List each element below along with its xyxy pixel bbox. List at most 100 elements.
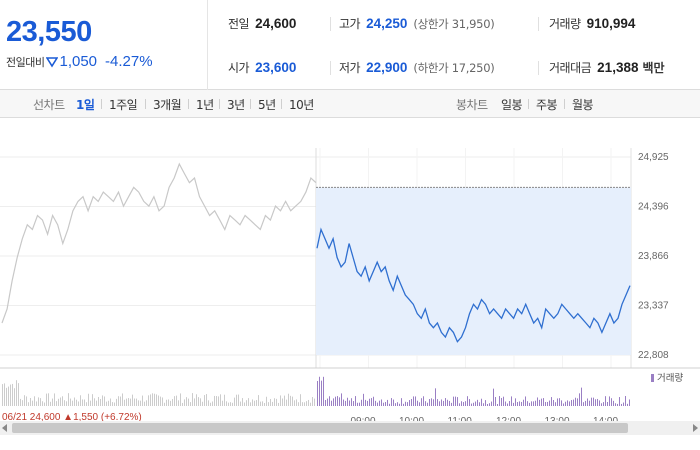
- chart-scrollbar[interactable]: [0, 421, 700, 435]
- volume-bar: [603, 402, 604, 406]
- period-3y[interactable]: 3년: [227, 98, 245, 112]
- volume-bar: [515, 398, 516, 406]
- volume-bar: [589, 400, 590, 406]
- volume-bar: [379, 400, 380, 406]
- volume-bar: [130, 398, 131, 406]
- volume-bar: [557, 398, 558, 406]
- volume-bar: [256, 400, 257, 406]
- volume-bar: [56, 401, 57, 406]
- volume-bar: [262, 401, 263, 406]
- volume-bar: [611, 398, 612, 406]
- volume-bar: [433, 399, 434, 406]
- y-tick-label: 24,925: [638, 152, 669, 163]
- volume-bar: [44, 402, 45, 406]
- volume-bar: [351, 398, 352, 406]
- volume-bar: [284, 395, 285, 406]
- volume-bar: [459, 403, 460, 406]
- volume-bar: [152, 393, 153, 406]
- period-5y[interactable]: 5년: [258, 98, 276, 112]
- period-1d[interactable]: 1일: [76, 98, 95, 112]
- volume-bar: [170, 400, 171, 406]
- volume-bar: [290, 395, 291, 406]
- volume-bar: [172, 399, 173, 406]
- volume-bar: [200, 398, 201, 406]
- volume-bar: [126, 398, 127, 406]
- volume-bar: [373, 396, 374, 406]
- volume-bar: [90, 400, 91, 406]
- volume-bar: [268, 402, 269, 406]
- volume-bar: [2, 384, 3, 406]
- volume-bar: [80, 395, 81, 406]
- volume-bar: [511, 396, 512, 406]
- period-10y[interactable]: 10년: [289, 98, 314, 112]
- prev-close: 전일 24,600: [228, 15, 296, 32]
- volume-bar: [228, 402, 229, 406]
- volume-bar: [108, 400, 109, 406]
- volume-bar: [10, 384, 11, 406]
- volume-label: 거래량: [549, 17, 581, 31]
- quote-summary: 23,550 전일대비 1,050 -4.27% 전일 24,600 고가 24…: [0, 0, 700, 90]
- volume-bar: [190, 402, 191, 406]
- volume-bar: [120, 396, 121, 406]
- volume-bar: [621, 403, 622, 406]
- reference-fill-area: [316, 187, 631, 355]
- period-1y[interactable]: 1년: [196, 98, 214, 112]
- candle-chart-label: 봉차트: [456, 98, 488, 112]
- volume-bar: [495, 397, 496, 406]
- volume-bar: [345, 400, 346, 406]
- scroll-right-icon[interactable]: [693, 424, 698, 432]
- volume-bar: [357, 402, 358, 406]
- prev-close-value: 24,600: [255, 16, 297, 31]
- volume-bar: [593, 397, 594, 406]
- volume-bar: [214, 395, 215, 406]
- volume-bar: [425, 401, 426, 406]
- volume-bar: [371, 398, 372, 406]
- volume-bar: [413, 396, 414, 406]
- volume-bar: [246, 400, 247, 406]
- volume-bar: [204, 395, 205, 406]
- lower-limit: (하한가 17,250): [413, 61, 495, 75]
- volume-bar: [517, 402, 518, 406]
- volume-bar: [110, 398, 111, 406]
- high-label: 고가: [339, 17, 361, 31]
- volume-bar: [218, 396, 219, 406]
- volume-bar: [254, 400, 255, 406]
- volume-bar: [136, 398, 137, 406]
- volume-bar: [591, 397, 592, 406]
- volume-bar: [28, 402, 29, 406]
- volume-bar: [411, 398, 412, 406]
- volume-bar: [22, 400, 23, 406]
- volume-bar: [331, 400, 332, 406]
- volume-bar: [523, 399, 524, 406]
- candle-monthly[interactable]: 월봉: [572, 98, 594, 112]
- volume-bar: [14, 388, 15, 406]
- volume-bar: [306, 401, 307, 406]
- scroll-left-icon[interactable]: [2, 424, 7, 432]
- period-3m[interactable]: 3개월: [153, 98, 182, 112]
- volume-bar: [575, 397, 576, 406]
- volume-bar: [561, 400, 562, 406]
- volume-bar: [106, 401, 107, 406]
- candle-weekly[interactable]: 주봉: [536, 98, 558, 112]
- scroll-thumb[interactable]: [12, 423, 628, 433]
- volume-bar: [467, 396, 468, 406]
- volume-bar: [270, 398, 271, 406]
- volume-bar: [627, 403, 628, 406]
- candle-daily[interactable]: 일봉: [501, 98, 523, 112]
- volume-legend: 거래량: [657, 372, 683, 384]
- volume-bar: [505, 401, 506, 406]
- period-1w[interactable]: 1주일: [109, 98, 138, 112]
- volume-bar: [128, 398, 129, 406]
- volume-bar: [327, 398, 328, 406]
- volume-bar: [361, 399, 362, 406]
- volume-bar: [555, 402, 556, 406]
- volume-bar: [563, 403, 564, 406]
- volume-bar: [70, 398, 71, 406]
- volume-bars: [2, 376, 630, 406]
- volume-bar: [258, 395, 259, 406]
- volume-bar: [333, 398, 334, 406]
- volume-bar: [587, 398, 588, 406]
- volume-bar: [252, 399, 253, 406]
- volume-bar: [595, 399, 596, 406]
- volume-bar: [68, 393, 69, 406]
